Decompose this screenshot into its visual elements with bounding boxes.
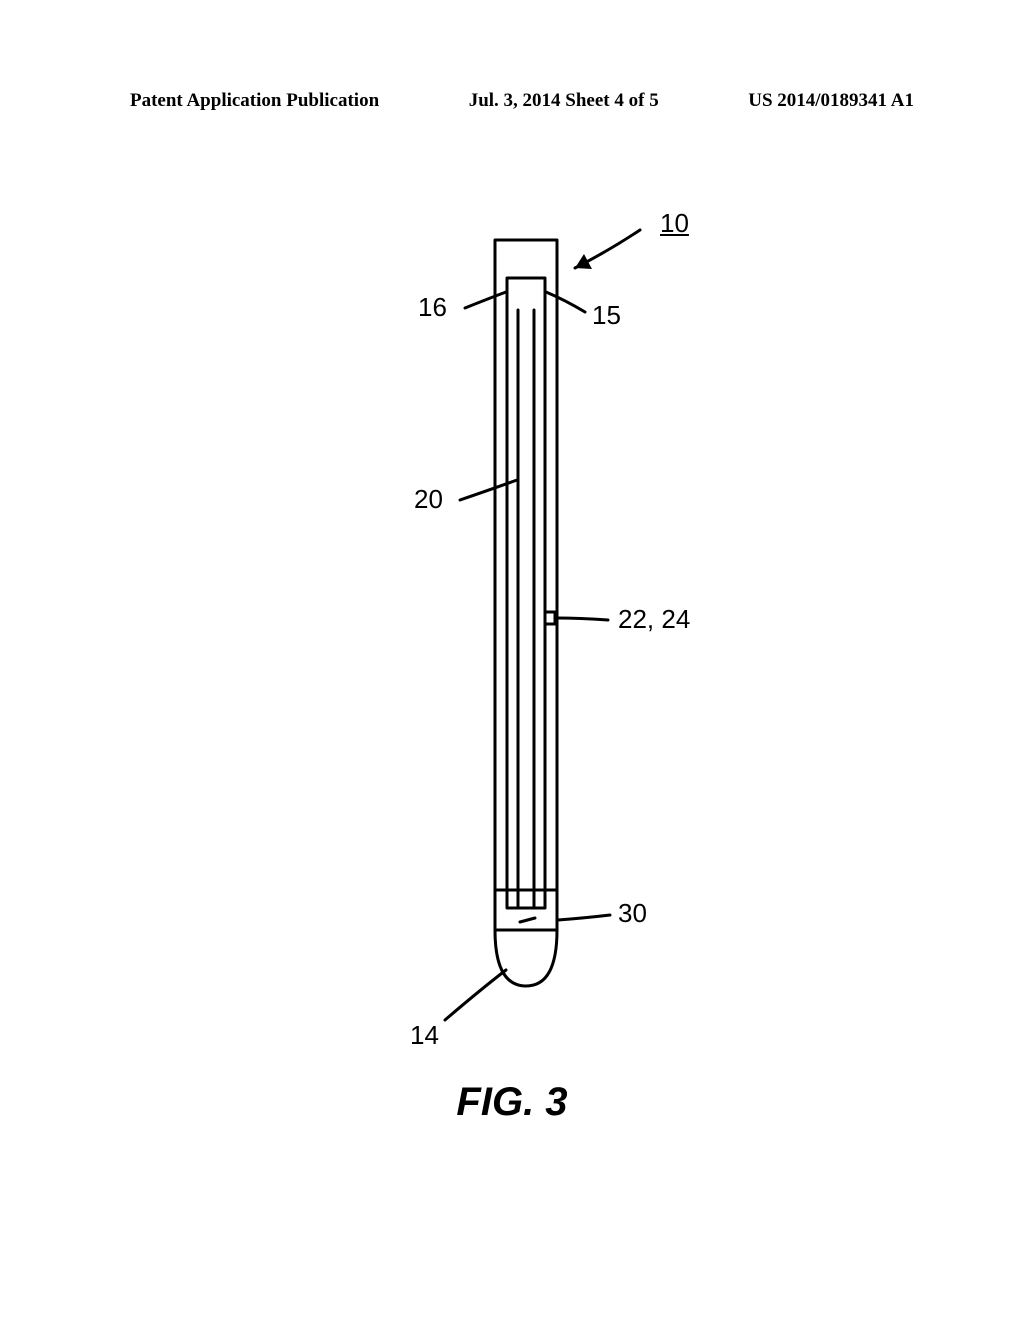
device-outer-body	[495, 240, 557, 890]
lead-14	[445, 970, 506, 1020]
lead-22-24	[556, 618, 608, 620]
figure-caption: FIG. 3	[0, 1080, 1024, 1125]
label-16: 16	[418, 292, 447, 323]
label-14: 14	[410, 1020, 439, 1051]
header-left: Patent Application Publication	[130, 90, 379, 112]
page-header: Patent Application Publication Jul. 3, 2…	[0, 90, 1024, 112]
figure-3: 10 16 15 20 22, 24 30 14	[0, 220, 1024, 1120]
label-10: 10	[660, 208, 689, 239]
device-inner-15	[507, 278, 545, 908]
label-15: 15	[592, 300, 621, 331]
header-center: Jul. 3, 2014 Sheet 4 of 5	[469, 90, 659, 112]
device-button-22-24	[545, 612, 555, 624]
label-30: 30	[618, 898, 647, 929]
lead-15	[546, 292, 585, 312]
figure-svg	[0, 220, 1024, 1120]
label-20: 20	[414, 484, 443, 515]
label-22-24: 22, 24	[618, 604, 690, 635]
lead-30	[558, 915, 610, 920]
header-right: US 2014/0189341 A1	[748, 90, 914, 112]
device-band-30	[495, 890, 557, 930]
device-tip	[495, 930, 557, 986]
band-detail	[520, 918, 535, 922]
lead-16	[465, 292, 506, 308]
